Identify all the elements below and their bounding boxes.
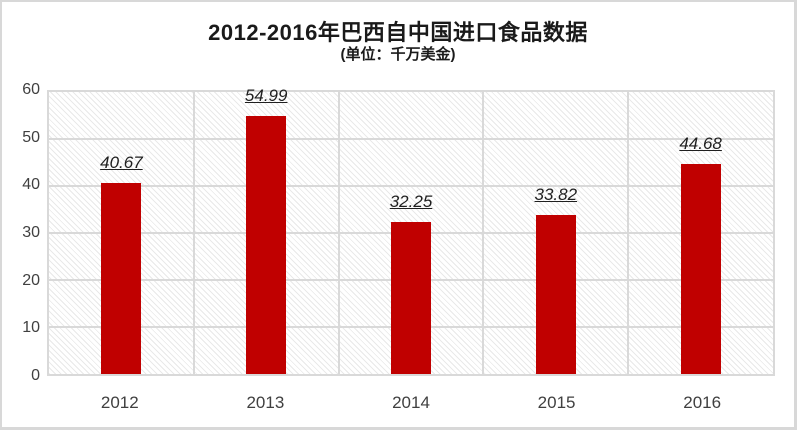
data-label-2016: 44.68 <box>679 134 722 154</box>
bar-2014 <box>391 222 431 374</box>
bar-2013 <box>246 115 287 374</box>
gridline-vertical <box>627 92 630 374</box>
x-tick-label: 2015 <box>537 393 576 412</box>
y-tick-label: 60 <box>22 81 40 98</box>
y-axis: 0 10 20 30 40 50 60 <box>2 82 40 384</box>
bar-2016 <box>680 164 721 374</box>
y-tick-label: 50 <box>22 128 40 146</box>
gridline-vertical <box>337 92 340 374</box>
y-tick-label: 10 <box>22 319 40 337</box>
bar-2015 <box>535 215 576 374</box>
gridline-horizontal <box>49 137 773 140</box>
y-tick-label: 0 <box>31 367 40 384</box>
data-label-2015: 33.82 <box>534 185 578 205</box>
gridline-horizontal <box>49 184 773 187</box>
gridline-vertical <box>482 92 485 374</box>
x-tick-label: 2014 <box>392 393 430 412</box>
y-tick-label: 30 <box>22 224 40 241</box>
chart-title: 2012-2016年巴西自中国进口食品数据 <box>208 20 588 45</box>
bar-2012 <box>101 182 142 374</box>
x-tick-label: 2013 <box>246 393 285 412</box>
x-tick-label: 2016 <box>683 393 722 412</box>
x-axis: 2012 2013 2014 2015 2016 <box>47 392 775 416</box>
gridline-vertical <box>192 92 195 374</box>
data-label-2012: 40.67 <box>100 152 143 172</box>
plot-area: 40.67 54.99 32.25 33.82 44.68 <box>47 85 775 376</box>
data-label-2014: 32.25 <box>389 192 433 212</box>
data-label-2013: 54.99 <box>244 85 288 105</box>
y-tick-label: 20 <box>22 271 40 289</box>
chart-subtitle: (单位：千万美金) <box>340 46 456 63</box>
x-tick-label: 2012 <box>100 393 139 412</box>
y-tick-label: 40 <box>22 176 40 194</box>
